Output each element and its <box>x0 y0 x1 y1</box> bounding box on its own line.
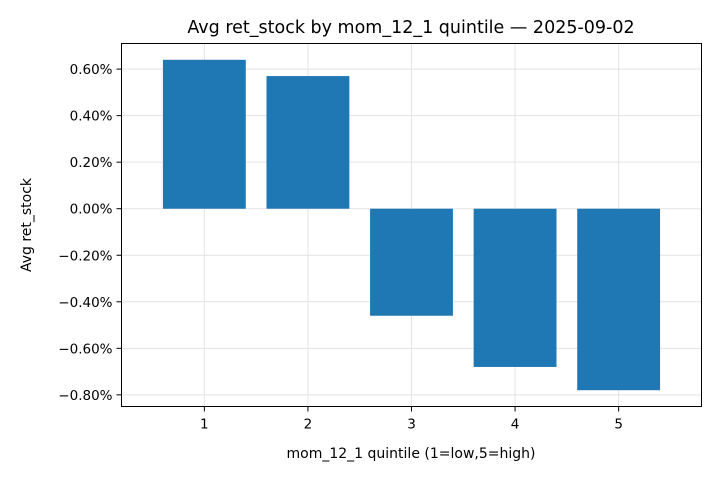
x-tick-label: 5 <box>614 417 623 433</box>
bar-quintile-2 <box>266 76 350 209</box>
y-tick-label: −0.40% <box>58 295 112 311</box>
y-tick-label: 0.40% <box>70 109 113 125</box>
axis-layer: 1 2 3 4 5 0.60% 0.40% 0.20% 0.00% −0.20% −0.40% −0.… <box>58 62 623 432</box>
chart-title: Avg ret_stock by mom_12_1 quintile — 202… <box>187 18 634 38</box>
x-tick-label: 2 <box>304 417 313 433</box>
y-tick-label: 0.20% <box>70 155 113 171</box>
bar-quintile-4 <box>473 208 557 367</box>
x-tick-label: 3 <box>407 417 416 433</box>
y-tick-label: −0.20% <box>58 248 112 264</box>
y-tick-label: −0.60% <box>58 341 112 357</box>
x-tick-label: 4 <box>511 417 520 433</box>
x-tick-label: 1 <box>200 417 209 433</box>
y-tick-label: 0.60% <box>70 62 113 78</box>
x-axis-label: mom_12_1 quintile (1=low,5=high) <box>287 446 536 462</box>
bar-quintile-5 <box>577 208 661 391</box>
bar-quintile-3 <box>370 208 453 316</box>
y-tick-label: 0.00% <box>70 202 113 218</box>
plot-frame <box>121 43 702 407</box>
bar-quintile-1 <box>162 59 246 209</box>
y-axis-label: Avg ret_stock <box>19 177 35 272</box>
bar-layer <box>162 59 661 391</box>
y-tick-label: −0.80% <box>58 388 112 404</box>
